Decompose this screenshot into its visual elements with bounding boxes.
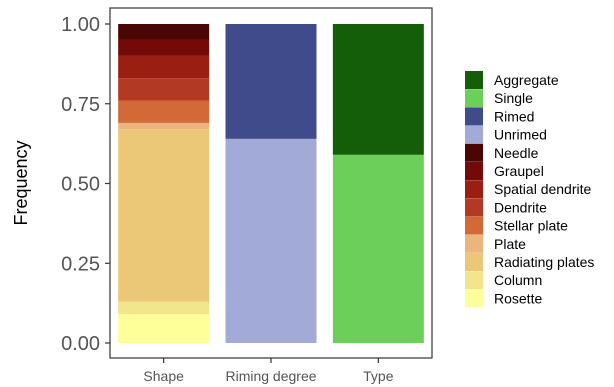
bar-segment-radiating-plates <box>118 129 210 302</box>
y-tick-label: 0.25 <box>61 253 100 275</box>
legend-key-dendrite <box>465 198 483 217</box>
bar-segment-rimed <box>225 24 317 139</box>
bar-segment-rosette <box>118 314 210 343</box>
legend: Aggregate Single Rimed Unrimed Needle Graupel… <box>465 71 594 308</box>
legend-label: Aggregate <box>494 72 559 88</box>
y-tick-label: 0.00 <box>61 333 100 355</box>
legend-key-spatial-dendrite <box>465 180 483 199</box>
y-tick-label: 1.00 <box>61 14 100 36</box>
legend-key-plate <box>465 234 483 253</box>
legend-key-column <box>465 271 483 290</box>
bar-segment-stellar-plate <box>118 100 210 123</box>
legend-label: Graupel <box>494 163 544 179</box>
legend-key-rosette <box>465 289 483 308</box>
x-tick-label: Type <box>363 368 394 384</box>
legend-key-radiating-plates <box>465 253 483 271</box>
y-tick-label: 0.50 <box>61 174 100 196</box>
y-tick-label: 0.75 <box>61 94 100 116</box>
legend-label: Needle <box>494 145 539 161</box>
legend-key-unrimed <box>465 125 483 144</box>
legend-label: Dendrite <box>494 199 547 215</box>
bar-segment-single <box>332 154 424 343</box>
legend-label: Spatial dendrite <box>494 181 592 197</box>
legend-key-graupel <box>465 162 483 180</box>
legend-label: Rimed <box>494 108 534 124</box>
y-axis-title: Frequency <box>11 140 31 225</box>
legend-key-needle <box>465 143 483 162</box>
legend-key-stellar-plate <box>465 216 483 235</box>
bar-segment-unrimed <box>225 138 317 343</box>
x-tick-label: Shape <box>143 368 184 384</box>
bar-segment-dendrite <box>118 78 210 101</box>
legend-label: Plate <box>494 236 526 252</box>
bar-segment-spatial-dendrite <box>118 55 210 79</box>
legend-label: Single <box>494 90 533 106</box>
bar-segment-graupel <box>118 39 210 56</box>
bar-segment-aggregate <box>332 24 424 155</box>
x-tick-label: Riming degree <box>225 368 316 384</box>
legend-key-rimed <box>465 107 483 126</box>
bar-segment-needle <box>118 24 210 40</box>
legend-label: Rosette <box>494 290 542 306</box>
legend-label: Stellar plate <box>494 218 568 234</box>
legend-label: Radiating plates <box>494 254 594 270</box>
legend-label: Unrimed <box>494 127 547 143</box>
legend-key-aggregate <box>465 71 483 89</box>
bar-segment-column <box>118 301 210 315</box>
legend-label: Column <box>494 272 542 288</box>
legend-key-single <box>465 89 483 108</box>
bar-segment-plate <box>118 122 210 130</box>
